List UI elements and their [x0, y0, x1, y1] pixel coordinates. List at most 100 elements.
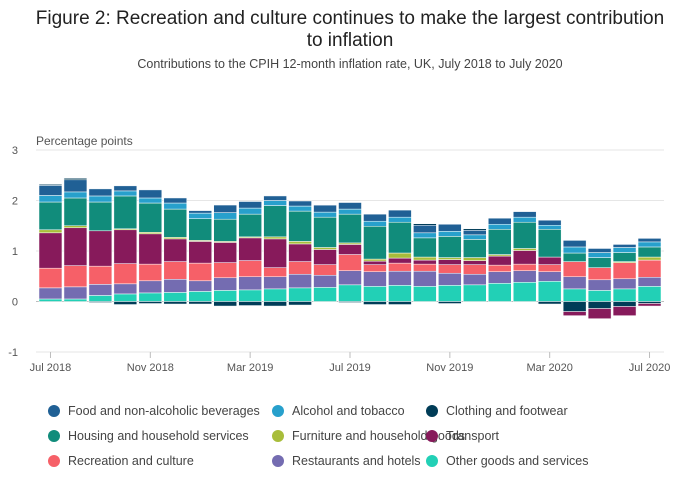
bar-segment: [413, 270, 437, 287]
bar-segment: [88, 301, 113, 303]
bar-segment: [612, 301, 637, 307]
bar-segment: [388, 252, 412, 259]
bar-segment: [113, 190, 138, 197]
bar-segment: [388, 209, 412, 218]
bar-segment: [213, 290, 237, 302]
bar-segment: [213, 212, 237, 220]
bar-segment: [188, 212, 212, 219]
bar-segment: [113, 229, 138, 264]
bar-segment: [537, 281, 562, 302]
bar-segment: [213, 301, 237, 307]
bar-segment: [88, 284, 113, 296]
bar-segment: [587, 257, 612, 268]
legend-label: Housing and household services: [68, 429, 249, 443]
bar-segment: [213, 262, 237, 279]
legend-label: Alcohol and tobacco: [292, 404, 405, 418]
bar-segment: [238, 207, 262, 215]
bar-segment: [63, 179, 88, 193]
bar-segment: [537, 256, 562, 265]
legend-label: Transport: [446, 429, 500, 443]
bar-segment: [113, 301, 138, 305]
x-tick-label: Mar 2019: [227, 362, 273, 374]
chart-title: Figure 2: Recreation and culture continu…: [0, 8, 700, 52]
bar-segment: [288, 243, 312, 262]
legend-item: Alcohol and tobacco: [272, 404, 405, 418]
bar-segment: [637, 256, 662, 261]
bar-segment: [63, 197, 88, 227]
bar-segment: [313, 216, 337, 248]
legend-item: Food and non-alcoholic beverages: [48, 404, 260, 418]
legend-item: Recreation and culture: [48, 454, 194, 468]
bar-segment: [488, 229, 512, 255]
y-tick-label: -1: [8, 347, 18, 359]
bar-segment: [587, 301, 612, 309]
bar-segment: [587, 248, 612, 253]
bar-segment: [188, 241, 212, 264]
bar-segment: [88, 188, 113, 197]
bar-segment: [438, 236, 462, 258]
bar-segment: [488, 255, 512, 266]
bar-segment: [288, 273, 312, 289]
legend-swatch: [272, 430, 284, 442]
bar-segment: [612, 278, 637, 290]
x-tick-label: Jul 2018: [30, 362, 72, 374]
bar-segment: [413, 263, 437, 272]
bar-segment: [88, 295, 113, 302]
bar-segment: [413, 286, 437, 302]
bar-segment: [537, 224, 562, 230]
y-axis-label: Percentage points: [36, 134, 133, 148]
bar-segment: [637, 277, 662, 287]
bar-segment: [138, 197, 163, 204]
y-tick-label: 3: [12, 145, 18, 157]
bar-segment: [263, 238, 287, 268]
bar-segment: [388, 216, 412, 223]
bar-segment: [587, 290, 612, 302]
bar-segment: [313, 211, 337, 218]
bar-segment: [612, 244, 637, 248]
bar-segment: [238, 289, 262, 302]
bar-segment: [388, 285, 412, 302]
bar-segment: [512, 282, 537, 302]
stacked-bar-chart: 3 2 1 0 -1 Percentage points Jul 2018 Nov 2018 M…: [8, 134, 670, 374]
bar-segment: [338, 254, 362, 271]
bar-segment: [413, 232, 437, 239]
legend-label: Food and non-alcoholic beverages: [68, 404, 260, 418]
bar-segment: [537, 264, 562, 272]
bar-segment: [512, 216, 537, 223]
bar-segment: [113, 185, 138, 192]
bar-segment: [388, 270, 412, 286]
bar-segment: [413, 224, 437, 234]
bar-segment: [438, 231, 462, 237]
bar-segment: [163, 292, 188, 302]
bar-segment: [288, 205, 312, 212]
bar-segment: [113, 195, 138, 230]
bar-segment: [488, 223, 512, 230]
bar-segment: [313, 274, 337, 288]
bar-segment: [213, 204, 237, 213]
bar-segment: [113, 283, 138, 295]
bar-segment: [263, 200, 287, 206]
bar-segment: [63, 227, 88, 266]
bar-segment: [363, 226, 387, 260]
bar-segment: [637, 286, 662, 302]
legend-label: Clothing and footwear: [446, 404, 568, 418]
bar-segment: [388, 221, 412, 254]
bar-segment: [188, 218, 212, 241]
bar-segment: [388, 262, 412, 272]
bar-segment: [612, 306, 637, 316]
bar-segment: [338, 202, 362, 210]
legend-item: Restaurants and hotels: [272, 454, 421, 468]
bar-segment: [38, 229, 63, 234]
bar-segment: [537, 219, 562, 226]
bar-segment: [38, 201, 63, 231]
legend-swatch: [48, 430, 60, 442]
bar-segment: [38, 287, 63, 300]
bar-segment: [637, 241, 662, 248]
bar-segment: [138, 280, 163, 294]
bar-segment: [138, 301, 163, 304]
bar-segment: [88, 195, 113, 203]
bar-segment: [463, 257, 487, 261]
x-tick-label: Jul 2019: [329, 362, 371, 374]
legend-item: Housing and household services: [48, 429, 249, 443]
bar-segment: [463, 230, 487, 236]
